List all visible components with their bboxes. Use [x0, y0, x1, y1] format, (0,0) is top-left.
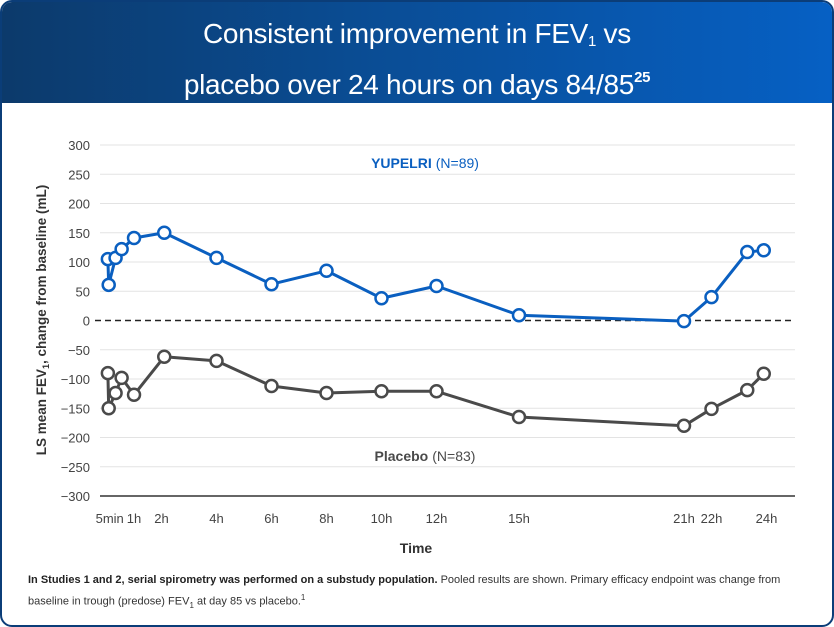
yupelri-data-point: [114, 241, 129, 257]
footnote-reference: 1: [300, 593, 306, 602]
yupelri-data-point: [264, 276, 279, 292]
placebo-data-point: [704, 401, 719, 417]
placebo-data-point: [374, 384, 389, 399]
placebo-data-point: [511, 409, 527, 425]
legend-placebo: Placebo (N=83): [375, 448, 476, 464]
x-tick-label: 4h: [209, 511, 223, 526]
y-tick-label: −100: [61, 372, 90, 387]
x-tick-label: 22h: [701, 511, 723, 526]
page-title: Consistent improvement in FEV1 vs placeb…: [2, 2, 832, 103]
placebo-data-point: [740, 382, 755, 398]
placebo-data-point: [209, 353, 224, 369]
placebo-data-point: [157, 349, 172, 365]
yupelri-data-point: [740, 244, 755, 260]
x-tick-label: 15h: [508, 511, 530, 526]
series-group: [100, 225, 771, 434]
yupelri-data-point: [101, 277, 116, 293]
footnote: In Studies 1 and 2, serial spirometry wa…: [28, 571, 808, 615]
placebo-data-point: [319, 385, 334, 401]
placebo-data-point: [108, 385, 123, 401]
y-tick-label: 50: [76, 284, 90, 299]
footnote-text: Pooled results are shown. Primary effica…: [28, 574, 781, 608]
y-axis-label-b: , change from baseline (mL): [34, 185, 49, 364]
legend-yupelri-n: (N=89): [436, 155, 479, 171]
x-tick-label: 12h: [426, 511, 448, 526]
yupelri-data-point: [157, 225, 172, 240]
yupelri-data-point: [704, 289, 719, 305]
yupelri-data-point: [209, 250, 224, 266]
x-tick-label: 2h: [154, 511, 168, 526]
y-tick-label: 200: [68, 197, 90, 212]
placebo-data-point: [101, 401, 116, 416]
legend-yupelri: YUPELRI (N=89): [371, 155, 479, 171]
placebo-data-point: [114, 370, 129, 386]
placebo-data-point: [126, 387, 142, 403]
placebo-data-point: [429, 384, 444, 399]
yupelri-data-point: [374, 291, 389, 306]
title-line1-end: vs: [596, 18, 632, 49]
y-tick-label: 0: [83, 314, 90, 329]
placebo-data-point: [756, 366, 771, 381]
placebo-data-point: [100, 365, 116, 381]
legend-placebo-n: (N=83): [432, 448, 475, 464]
x-tick-label: 6h: [264, 511, 278, 526]
legend-yupelri-name: YUPELRI: [371, 155, 432, 171]
y-tick-label: −150: [61, 401, 90, 416]
placebo-line: [106, 355, 765, 428]
y-axis-label-sub: 1: [41, 364, 51, 369]
yupelri-data-point: [756, 243, 771, 258]
y-tick-label: 250: [68, 167, 90, 182]
placebo-data-point: [264, 378, 279, 394]
footnote-bold: In Studies 1 and 2, serial spirometry wa…: [28, 574, 438, 586]
series-yupelri: [100, 225, 771, 329]
y-tick-labels: 300 250 200 150 100 50 0 −50 −100 −150 −200 −250 −30…: [61, 138, 90, 504]
x-tick-label: 8h: [319, 511, 333, 526]
x-tick-labels: 5min 1h 2h 4h 6h 8h 10h 12h 15h 21h 22h 24h: [96, 511, 778, 526]
title-line2: placebo over 24 hours on days 84/85: [183, 69, 635, 100]
title-line1: Consistent improvement in FEV: [203, 18, 589, 49]
yupelri-data-point: [676, 313, 692, 329]
y-tick-label: 150: [68, 226, 90, 241]
y-axis-label-a: LS mean FEV: [34, 369, 49, 455]
footnote-text-end: at day 85 vs placebo.: [193, 595, 301, 608]
y-tick-label: −300: [61, 489, 90, 504]
y-tick-label: −50: [68, 343, 90, 358]
title-subscript: 1: [588, 33, 597, 50]
placebo-data-point: [676, 418, 692, 434]
yupelri-line: [106, 231, 764, 323]
x-axis-label: Time: [400, 540, 433, 556]
x-tick-label: 1h: [127, 511, 141, 526]
y-tick-label: −250: [61, 460, 90, 475]
title-reference: 25: [634, 69, 651, 86]
yupelri-data-point: [319, 263, 334, 279]
y-tick-label: 100: [68, 255, 90, 270]
legend-placebo-name: Placebo: [375, 448, 429, 464]
y-tick-label: −200: [61, 431, 90, 446]
x-tick-label: 24h: [756, 511, 778, 526]
y-axis-label: LS mean FEV1, change from baseline (mL): [34, 185, 51, 456]
x-tick-label: 5min: [96, 511, 124, 526]
yupelri-data-point: [126, 230, 142, 246]
yupelri-data-point: [429, 278, 444, 294]
footnote-sub: 1: [189, 600, 194, 610]
y-tick-label: 300: [68, 138, 90, 153]
yupelri-data-point: [511, 307, 527, 323]
x-tick-label: 21h: [673, 511, 695, 526]
series-placebo: [100, 349, 771, 434]
x-tick-label: 10h: [371, 511, 393, 526]
